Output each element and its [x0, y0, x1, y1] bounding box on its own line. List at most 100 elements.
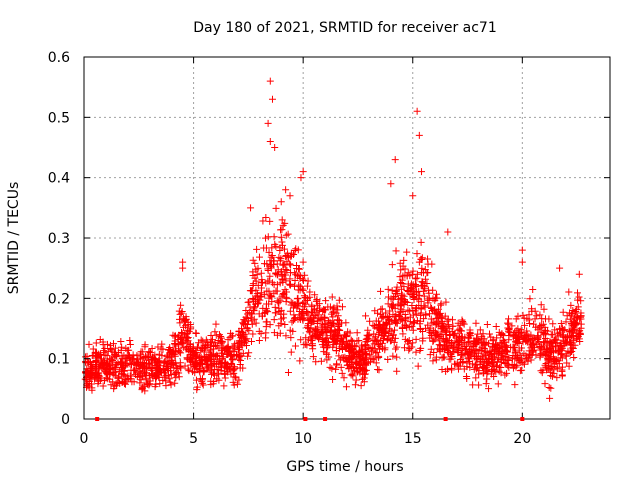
data-point: [249, 282, 257, 290]
data-point: [469, 381, 477, 389]
data-point: [266, 272, 274, 280]
data-point: [362, 335, 370, 343]
data-point: [474, 336, 482, 344]
data-point: [372, 359, 380, 367]
data-point: [419, 337, 427, 345]
data-point: [576, 338, 584, 346]
data-point: [385, 293, 393, 301]
data-point: [526, 295, 534, 303]
data-point: [328, 320, 336, 328]
data-point: [541, 380, 549, 388]
data-point: [338, 369, 346, 377]
data-point: [266, 217, 274, 225]
data-point: [263, 300, 271, 308]
data-point: [363, 331, 371, 339]
data-point: [277, 319, 285, 327]
data-point: [507, 343, 515, 351]
data-point: [307, 337, 315, 345]
data-point: [440, 353, 448, 361]
data-point: [222, 362, 230, 370]
data-point: [409, 192, 417, 200]
data-point: [118, 370, 126, 378]
data-point: [246, 287, 254, 295]
data-point: [146, 380, 154, 388]
data-point: [523, 338, 531, 346]
data-point: [413, 107, 421, 115]
data-point: [323, 350, 331, 358]
data-point: [563, 359, 571, 367]
data-point: [113, 361, 121, 369]
data-point: [362, 366, 370, 374]
data-point: [472, 346, 480, 354]
data-point: [556, 264, 564, 272]
data-point: [418, 254, 426, 262]
data-point: [350, 342, 358, 350]
data-point: [514, 325, 522, 333]
data-point: [397, 285, 405, 293]
data-point: [171, 369, 179, 377]
data-point: [226, 334, 234, 342]
y-tick-label: 0.2: [48, 291, 70, 307]
data-point: [95, 363, 103, 371]
data-point: [472, 319, 480, 327]
data-point: [540, 305, 548, 313]
data-point: [266, 257, 274, 265]
data-point: [415, 131, 423, 139]
data-point: [312, 297, 320, 305]
data-point: [228, 352, 236, 360]
data-point: [433, 317, 441, 325]
data-point: [323, 334, 331, 342]
data-point: [148, 370, 156, 378]
data-point: [293, 262, 301, 270]
data-point: [562, 318, 570, 326]
data-point: [252, 319, 260, 327]
data-point: [284, 230, 292, 238]
data-point: [278, 272, 286, 280]
data-point: [179, 258, 187, 266]
data-point: [311, 291, 319, 299]
data-point: [563, 332, 571, 340]
data-point: [403, 287, 411, 295]
data-point: [521, 321, 529, 329]
data-point: [528, 348, 536, 356]
data-point: [574, 313, 582, 321]
data-point: [492, 368, 500, 376]
data-point: [516, 367, 524, 375]
data-point: [525, 316, 533, 324]
data-point: [323, 344, 331, 352]
data-point: [417, 325, 425, 333]
data-point: [547, 331, 555, 339]
data-point: [377, 305, 385, 313]
data-point: [357, 359, 365, 367]
data-point: [148, 345, 156, 353]
data-point: [404, 287, 412, 295]
data-point: [388, 261, 396, 269]
data-point: [414, 362, 422, 370]
data-point: [441, 344, 449, 352]
data-point: [487, 351, 495, 359]
data-point: [389, 331, 397, 339]
data-point: [322, 306, 330, 314]
data-point: [308, 318, 316, 326]
data-point: [226, 348, 234, 356]
data-point: [247, 310, 255, 318]
data-point: [149, 365, 157, 373]
data-point: [267, 253, 275, 261]
data-point: [352, 376, 360, 384]
data-point: [550, 369, 558, 377]
data-point: [577, 315, 585, 323]
data-point: [385, 316, 393, 324]
data-point: [112, 368, 120, 376]
data-point: [308, 341, 316, 349]
data-point: [282, 298, 290, 306]
y-tick-label: 0.1: [48, 352, 70, 368]
data-point: [247, 204, 255, 212]
data-point: [287, 280, 295, 288]
data-point: [575, 270, 583, 278]
data-point: [429, 357, 437, 365]
data-point: [520, 360, 528, 368]
data-point: [294, 294, 302, 302]
data-point: [572, 313, 580, 321]
data-point: [364, 332, 372, 340]
data-point: [360, 374, 368, 382]
